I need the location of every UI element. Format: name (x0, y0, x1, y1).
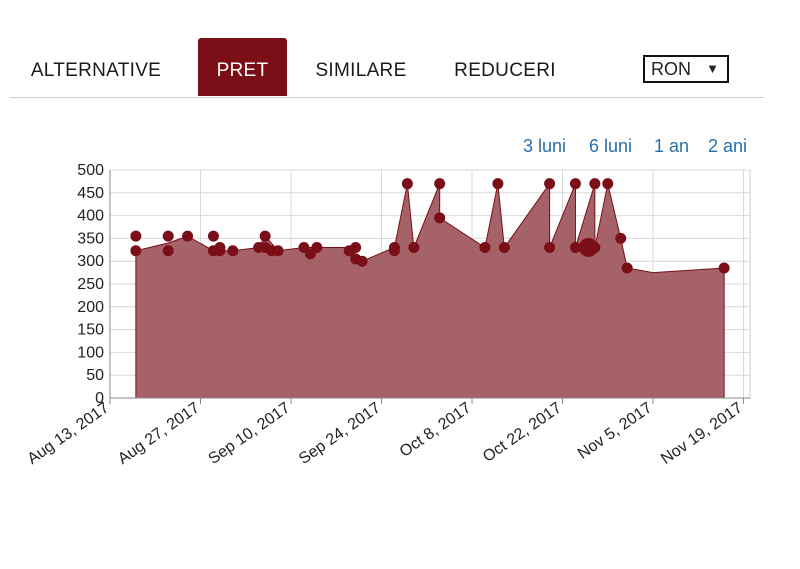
x-tick-label: Oct 22, 2017 (480, 399, 565, 466)
price-point (408, 242, 420, 254)
price-point (544, 242, 556, 254)
price-point (214, 242, 226, 254)
range-2-years[interactable]: 2 ani (708, 136, 748, 156)
y-tick-label: 500 (77, 162, 104, 179)
currency-value: RON (651, 59, 691, 79)
y-tick-label: 400 (77, 208, 104, 225)
price-point (130, 245, 142, 257)
price-point (602, 178, 614, 190)
tab-pret[interactable]: PRET (198, 38, 287, 96)
y-tick-label: 450 (77, 185, 104, 202)
y-tick-label: 350 (77, 230, 104, 247)
range-3-months[interactable]: 3 luni (523, 136, 567, 156)
tab-alternative[interactable]: ALTERNATIVE (30, 60, 162, 81)
price-point (311, 242, 323, 254)
price-point (589, 178, 601, 190)
x-tick-label: Nov 5, 2017 (575, 399, 656, 462)
y-tick-label: 300 (77, 253, 104, 270)
price-point (350, 242, 362, 254)
y-tick-label: 200 (77, 299, 104, 316)
x-tick-label: Oct 8, 2017 (397, 399, 475, 460)
price-point (544, 178, 556, 190)
price-point (388, 245, 400, 257)
price-point-highlight (578, 238, 598, 258)
price-point (401, 178, 413, 190)
price-point (492, 178, 504, 190)
price-point (615, 232, 627, 244)
price-point (162, 230, 174, 242)
x-tick-label: Sep 10, 2017 (206, 399, 294, 468)
price-point (259, 230, 271, 242)
price-point (621, 262, 633, 274)
y-tick-label: 50 (86, 367, 104, 384)
price-point (479, 242, 491, 254)
price-point (434, 178, 446, 190)
x-tick-label: Sep 24, 2017 (296, 399, 384, 468)
range-selector: 3 luni 6 luni 1 an 2 ani (0, 136, 757, 158)
tab-similare[interactable]: SIMILARE (315, 60, 407, 81)
price-point (569, 242, 581, 254)
price-point (718, 262, 730, 274)
range-6-months[interactable]: 6 luni (589, 136, 633, 156)
y-tick-label: 0 (95, 390, 104, 407)
price-point (569, 178, 581, 190)
price-point (227, 245, 239, 257)
tab-bar: ALTERNATIVE PRET SIMILARE REDUCERI (10, 38, 764, 98)
price-point (182, 230, 194, 242)
y-tick-label: 250 (77, 276, 104, 293)
price-point (272, 245, 284, 257)
price-point (207, 230, 219, 242)
tab-reduceri[interactable]: REDUCERI (454, 60, 556, 81)
price-point (130, 230, 142, 242)
x-tick-label: Nov 19, 2017 (658, 399, 746, 468)
price-point (498, 242, 510, 254)
currency-select[interactable]: RON ▼ (643, 55, 729, 83)
x-tick-label: Aug 13, 2017 (25, 399, 113, 468)
y-tick-label: 100 (77, 344, 104, 361)
price-point (356, 255, 368, 267)
range-1-year[interactable]: 1 an (654, 136, 690, 156)
price-point (434, 212, 446, 224)
y-tick-label: 150 (77, 322, 104, 339)
chevron-down-icon: ▼ (706, 61, 719, 76)
price-area-series (135, 182, 725, 399)
price-point (162, 245, 174, 257)
x-tick-label: Aug 27, 2017 (115, 399, 203, 468)
